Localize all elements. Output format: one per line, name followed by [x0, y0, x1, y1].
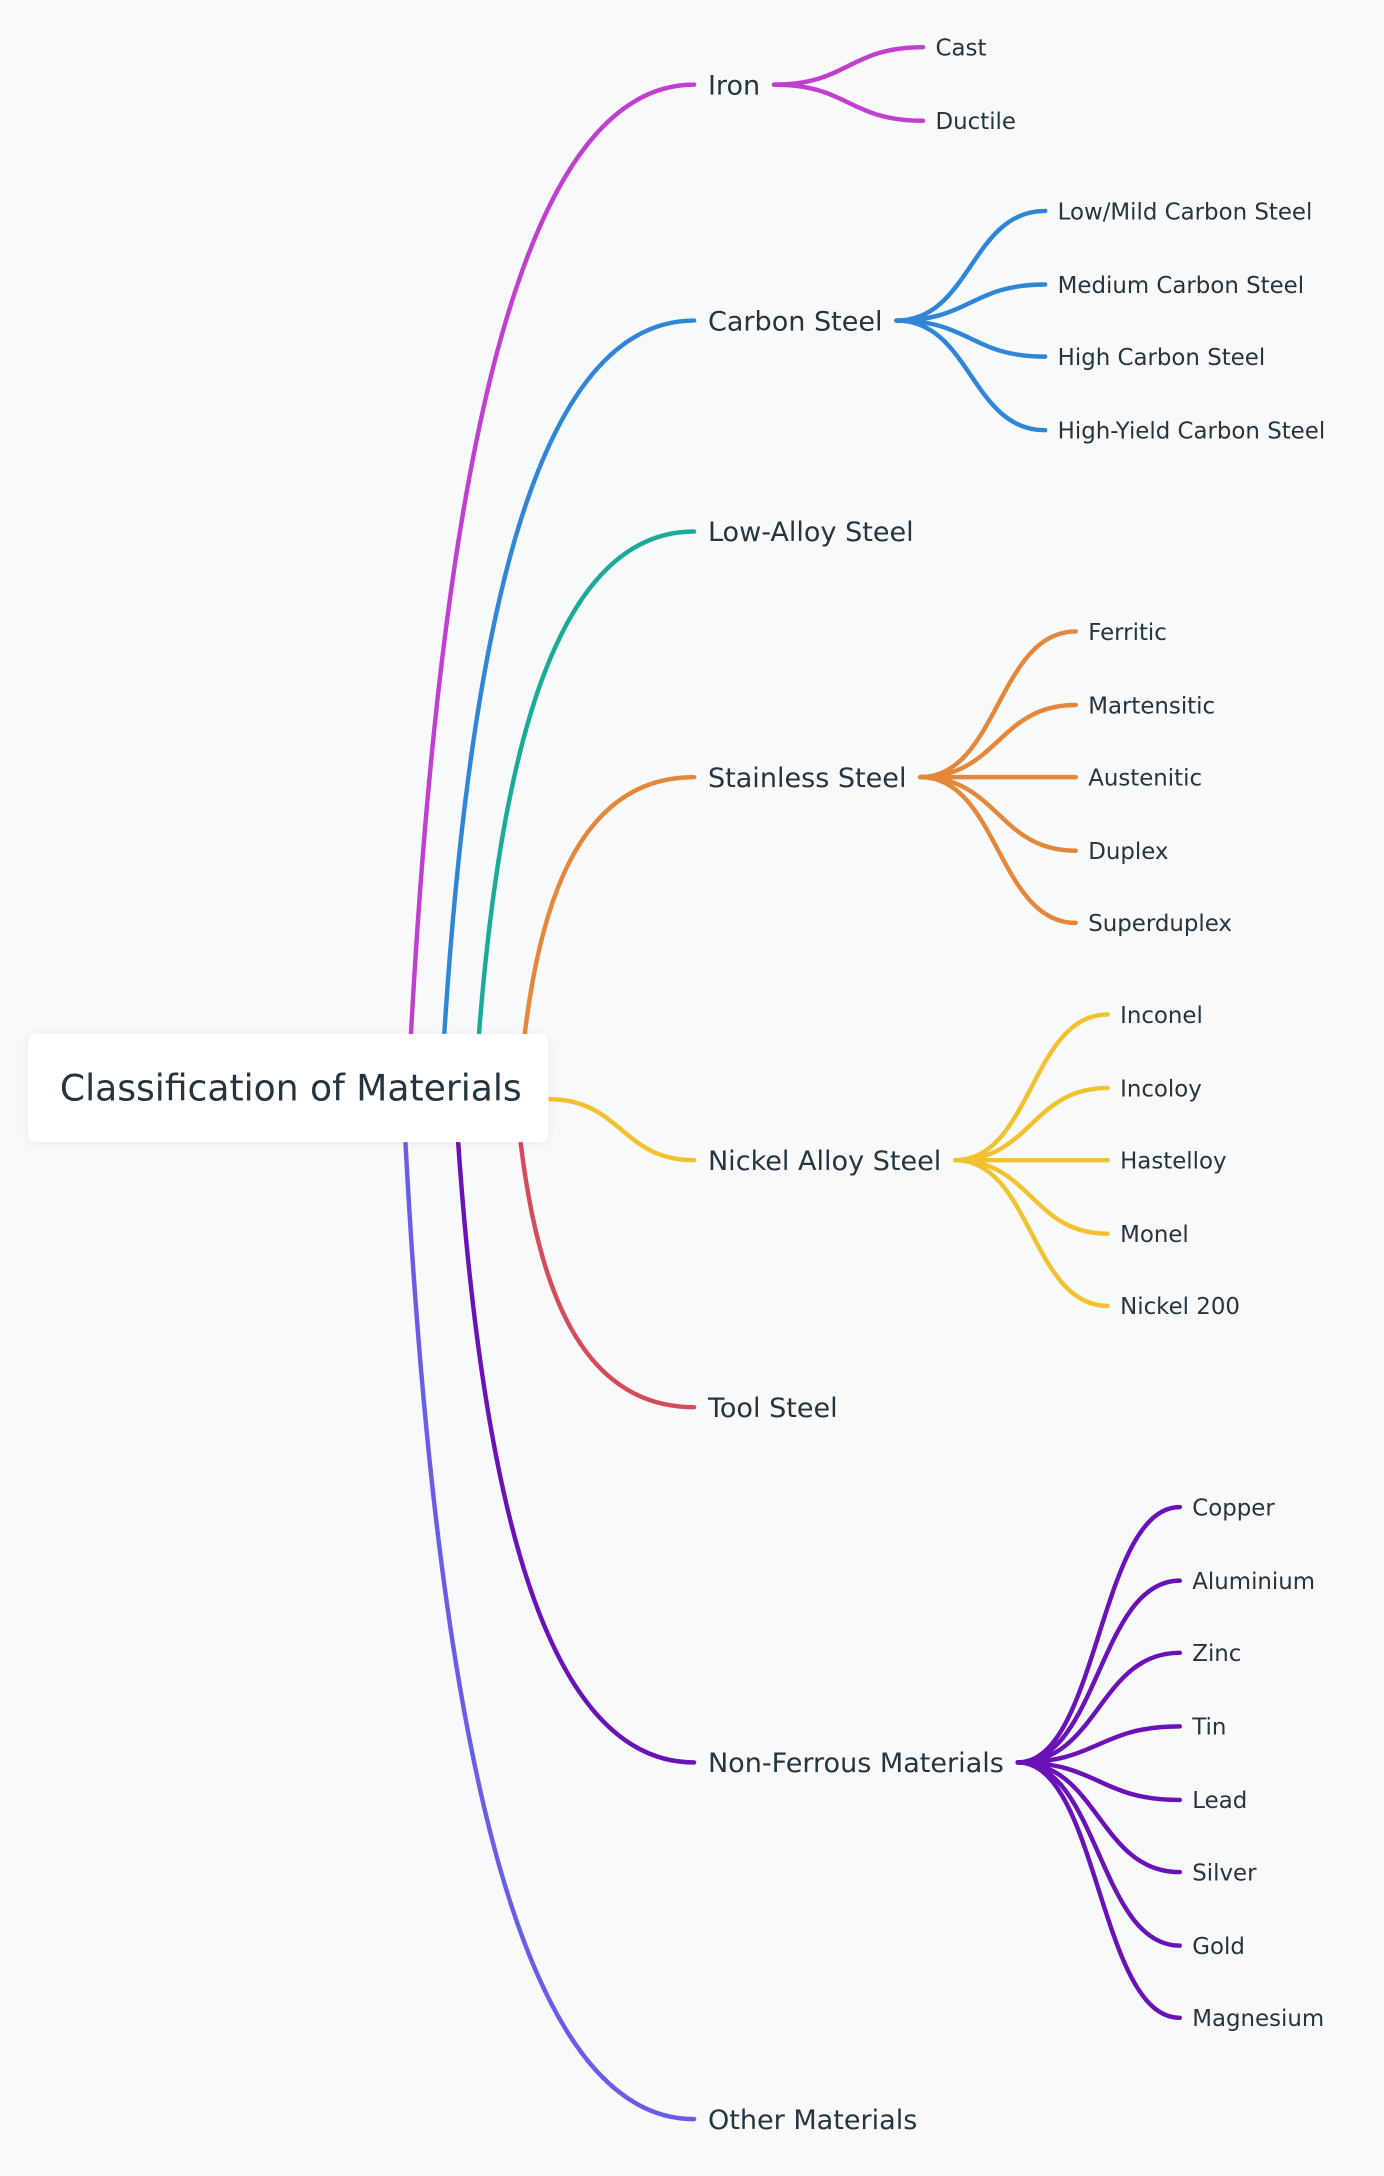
- leaf-label[interactable]: Lead: [1192, 1788, 1247, 1814]
- leaf-label[interactable]: Magnesium: [1192, 2006, 1324, 2032]
- leaf-connector: [1015, 1650, 1183, 1765]
- leaf-label[interactable]: Copper: [1192, 1495, 1275, 1521]
- branch-node[interactable]: Tool Steel: [707, 1393, 838, 1424]
- branch-label: Stainless Steel: [708, 763, 907, 794]
- leaf-label[interactable]: Medium Carbon Steel: [1058, 273, 1304, 299]
- leaf-connector: [1015, 1760, 1183, 2021]
- leaf-connector: [1015, 1724, 1183, 1765]
- branch-node[interactable]: Nickel Alloy Steel: [708, 1146, 941, 1177]
- leaf-connector: [918, 774, 1078, 926]
- leaf-label[interactable]: Superduplex: [1088, 911, 1232, 937]
- branch-connector: [408, 82, 697, 1037]
- leaf-connector: [918, 774, 1078, 853]
- leaf-connector: [918, 629, 1078, 780]
- leaf-label[interactable]: Gold: [1192, 1934, 1245, 1960]
- branch-label: Carbon Steel: [708, 306, 883, 337]
- leaf-label[interactable]: Monel: [1120, 1222, 1189, 1248]
- leaf-label[interactable]: Aluminium: [1192, 1569, 1315, 1595]
- leaf-connector: [894, 282, 1048, 323]
- branch-node[interactable]: Iron: [708, 70, 760, 101]
- leaf-connector: [1015, 1760, 1183, 1803]
- leaf-label[interactable]: Nickel 200: [1120, 1294, 1240, 1320]
- leaf-label[interactable]: Low/Mild Carbon Steel: [1058, 199, 1313, 225]
- leaf-label[interactable]: High Carbon Steel: [1058, 345, 1266, 371]
- branch-node[interactable]: Non-Ferrous Materials: [708, 1748, 1004, 1779]
- leaf-connector: [1015, 1578, 1183, 1765]
- leaf-label[interactable]: Zinc: [1192, 1641, 1241, 1667]
- branch-node[interactable]: Stainless Steel: [708, 763, 907, 794]
- leaf-label[interactable]: Inconel: [1120, 1003, 1203, 1029]
- leaf-connector: [952, 1157, 1110, 1309]
- branch-connector: [403, 1139, 697, 2122]
- leaf-label[interactable]: Martensitic: [1088, 693, 1215, 719]
- leaf-label[interactable]: Incoloy: [1120, 1076, 1202, 1102]
- leaf-label[interactable]: Ferritic: [1088, 620, 1167, 646]
- branch-node[interactable]: Carbon Steel: [708, 306, 883, 337]
- leaf-connector: [1015, 1760, 1183, 1875]
- leaf-label[interactable]: Hastelloy: [1120, 1148, 1226, 1174]
- root-label: Classification of Materials: [60, 1067, 522, 1109]
- branch-node[interactable]: Low-Alloy Steel: [708, 517, 914, 548]
- leaf-connector: [894, 318, 1048, 433]
- leaf-label[interactable]: Silver: [1192, 1860, 1257, 1886]
- leaf-connector: [952, 1012, 1110, 1163]
- leaf-label[interactable]: Ductile: [936, 109, 1016, 135]
- leaf-label[interactable]: High-Yield Carbon Steel: [1058, 419, 1326, 445]
- leaf-connector: [771, 44, 926, 87]
- branch-node[interactable]: Other Materials: [708, 2105, 917, 2136]
- branch-connector: [546, 1096, 697, 1163]
- leaf-label[interactable]: Austenitic: [1088, 765, 1202, 791]
- branch-connector: [476, 529, 697, 1037]
- leaf-label[interactable]: Duplex: [1088, 839, 1168, 865]
- leaf-connector: [894, 318, 1048, 359]
- branch-connector: [442, 318, 697, 1037]
- branch-label: Iron: [708, 70, 760, 101]
- leaf-connector: [1015, 1504, 1183, 1765]
- leaf-connector: [952, 1085, 1110, 1163]
- root-node[interactable]: Classification of Materials: [27, 1033, 549, 1143]
- leaf-connector: [771, 82, 926, 123]
- branch-connector: [522, 774, 697, 1037]
- branch-label: Tool Steel: [707, 1393, 838, 1424]
- leaf-connector: [894, 208, 1048, 323]
- branch-label: Other Materials: [708, 2105, 917, 2136]
- branch-label: Non-Ferrous Materials: [708, 1748, 1004, 1779]
- leaf-connector: [918, 702, 1078, 780]
- branch-connector: [518, 1139, 697, 1410]
- leaf-connector: [1015, 1760, 1183, 1948]
- branch-label: Low-Alloy Steel: [708, 517, 914, 548]
- leaf-connector: [952, 1157, 1110, 1236]
- leaf-label[interactable]: Cast: [936, 36, 987, 62]
- branch-label: Nickel Alloy Steel: [708, 1146, 941, 1177]
- leaf-label[interactable]: Tin: [1191, 1715, 1226, 1741]
- branch-connector: [455, 1139, 697, 1765]
